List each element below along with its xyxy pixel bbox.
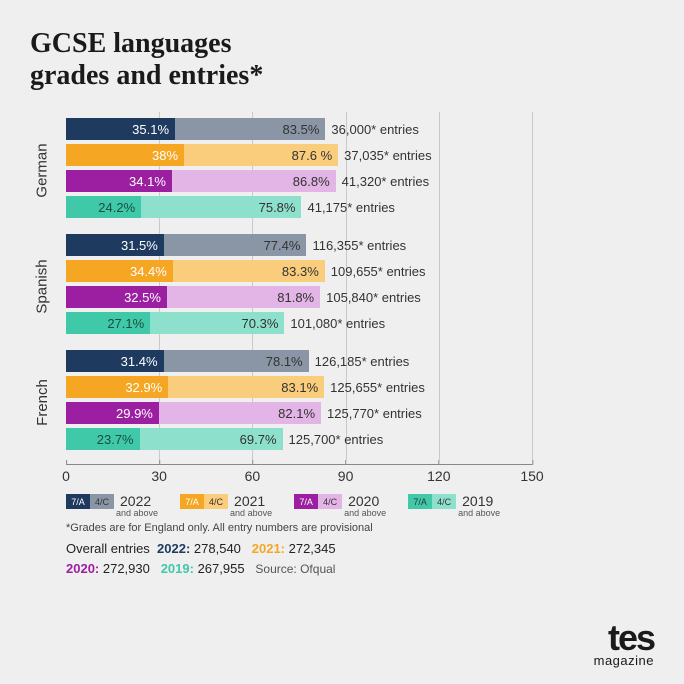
bar-row: 75.8%24.2%41,175* entries: [66, 196, 532, 218]
x-tick: 0: [62, 465, 70, 484]
overall-entries: Overall entries 2022: 278,540 2021: 272,…: [66, 539, 654, 578]
footnote: *Grades are for England only. All entry …: [66, 522, 654, 534]
bar-row: 82.1%29.9%125,770* entries: [66, 402, 532, 424]
legend-item-2021: 7/A4/C2021and above: [180, 494, 272, 518]
legend-item-2022: 7/A4/C2022and above: [66, 494, 158, 518]
entries-label: 125,770* entries: [321, 402, 422, 424]
pct-7a: 31.5%: [66, 234, 164, 256]
entries-label: 41,320* entries: [336, 170, 429, 192]
bar-row: 83.3%34.4%109,655* entries: [66, 260, 532, 282]
entries-label: 41,175* entries: [301, 196, 394, 218]
legend-item-2019: 7/A4/C2019and above: [408, 494, 500, 518]
legend-years: 7/A4/C2022and above 7/A4/C2021and above 7/…: [66, 494, 654, 518]
bar-row: 87.6 %38%37,035* entries: [66, 144, 532, 166]
group-german: German83.5%35.1%36,000* entries87.6 %38%…: [66, 112, 532, 228]
bar-row: 78.1%31.4%126,185* entries: [66, 350, 532, 372]
entries-label: 101,080* entries: [284, 312, 385, 334]
entries-label: 105,840* entries: [320, 286, 421, 308]
pct-7a: 23.7%: [66, 428, 140, 450]
group-label: French: [30, 344, 54, 460]
bar-row: 83.5%35.1%36,000* entries: [66, 118, 532, 140]
group-label: Spanish: [30, 228, 54, 344]
pct-7a: 31.4%: [66, 350, 164, 372]
x-tick: 120: [427, 465, 450, 484]
pct-7a: 34.4%: [66, 260, 173, 282]
pct-7a: 27.1%: [66, 312, 150, 334]
x-tick: 30: [151, 465, 167, 484]
pct-7a: 35.1%: [66, 118, 175, 140]
entries-label: 125,655* entries: [324, 376, 425, 398]
pct-7a: 29.9%: [66, 402, 159, 424]
pct-7a: 32.9%: [66, 376, 168, 398]
pct-7a: 34.1%: [66, 170, 172, 192]
x-tick: 150: [520, 465, 543, 484]
entries-label: 125,700* entries: [283, 428, 384, 450]
pct-7a: 38%: [66, 144, 184, 166]
pct-7a: 24.2%: [66, 196, 141, 218]
x-tick: 90: [338, 465, 354, 484]
page-title: GCSE languagesgrades and entries*: [30, 28, 654, 92]
bar-row: 70.3%27.1%101,080* entries: [66, 312, 532, 334]
x-axis: 0306090120150: [66, 464, 532, 488]
entries-label: 36,000* entries: [325, 118, 418, 140]
bar-row: 83.1%32.9%125,655* entries: [66, 376, 532, 398]
bar-row: 81.8%32.5%105,840* entries: [66, 286, 532, 308]
entries-label: 126,185* entries: [309, 350, 410, 372]
legend-item-2020: 7/A4/C2020and above: [294, 494, 386, 518]
entries-label: 116,355* entries: [306, 234, 406, 256]
entries-label: 109,655* entries: [325, 260, 426, 282]
group-french: French78.1%31.4%126,185* entries83.1%32.…: [66, 344, 532, 460]
bar-row: 69.7%23.7%125,700* entries: [66, 428, 532, 450]
brand-logo: tes magazine: [594, 624, 654, 668]
group-label: German: [30, 112, 54, 228]
bar-row: 86.8%34.1%41,320* entries: [66, 170, 532, 192]
group-spanish: Spanish77.4%31.5%116,355* entries83.3%34…: [66, 228, 532, 344]
entries-label: 37,035* entries: [338, 144, 431, 166]
chart: German83.5%35.1%36,000* entries87.6 %38%…: [66, 112, 654, 488]
pct-7a: 32.5%: [66, 286, 167, 308]
legend: 7/A4/C2022and above 7/A4/C2021and above 7/…: [66, 494, 654, 578]
x-tick: 60: [245, 465, 261, 484]
plot-area: German83.5%35.1%36,000* entries87.6 %38%…: [66, 112, 532, 460]
logo-text: tes: [594, 624, 654, 653]
bar-row: 77.4%31.5%116,355* entries: [66, 234, 532, 256]
logo-subtext: magazine: [594, 653, 654, 668]
